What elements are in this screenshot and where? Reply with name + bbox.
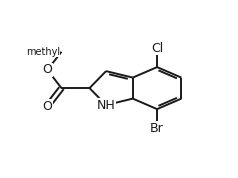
Text: Br: Br	[150, 122, 164, 135]
Text: methyl: methyl	[26, 47, 60, 57]
Text: O: O	[42, 100, 52, 113]
Text: NH: NH	[97, 99, 115, 112]
Text: O: O	[42, 63, 52, 76]
Text: Cl: Cl	[151, 42, 163, 55]
